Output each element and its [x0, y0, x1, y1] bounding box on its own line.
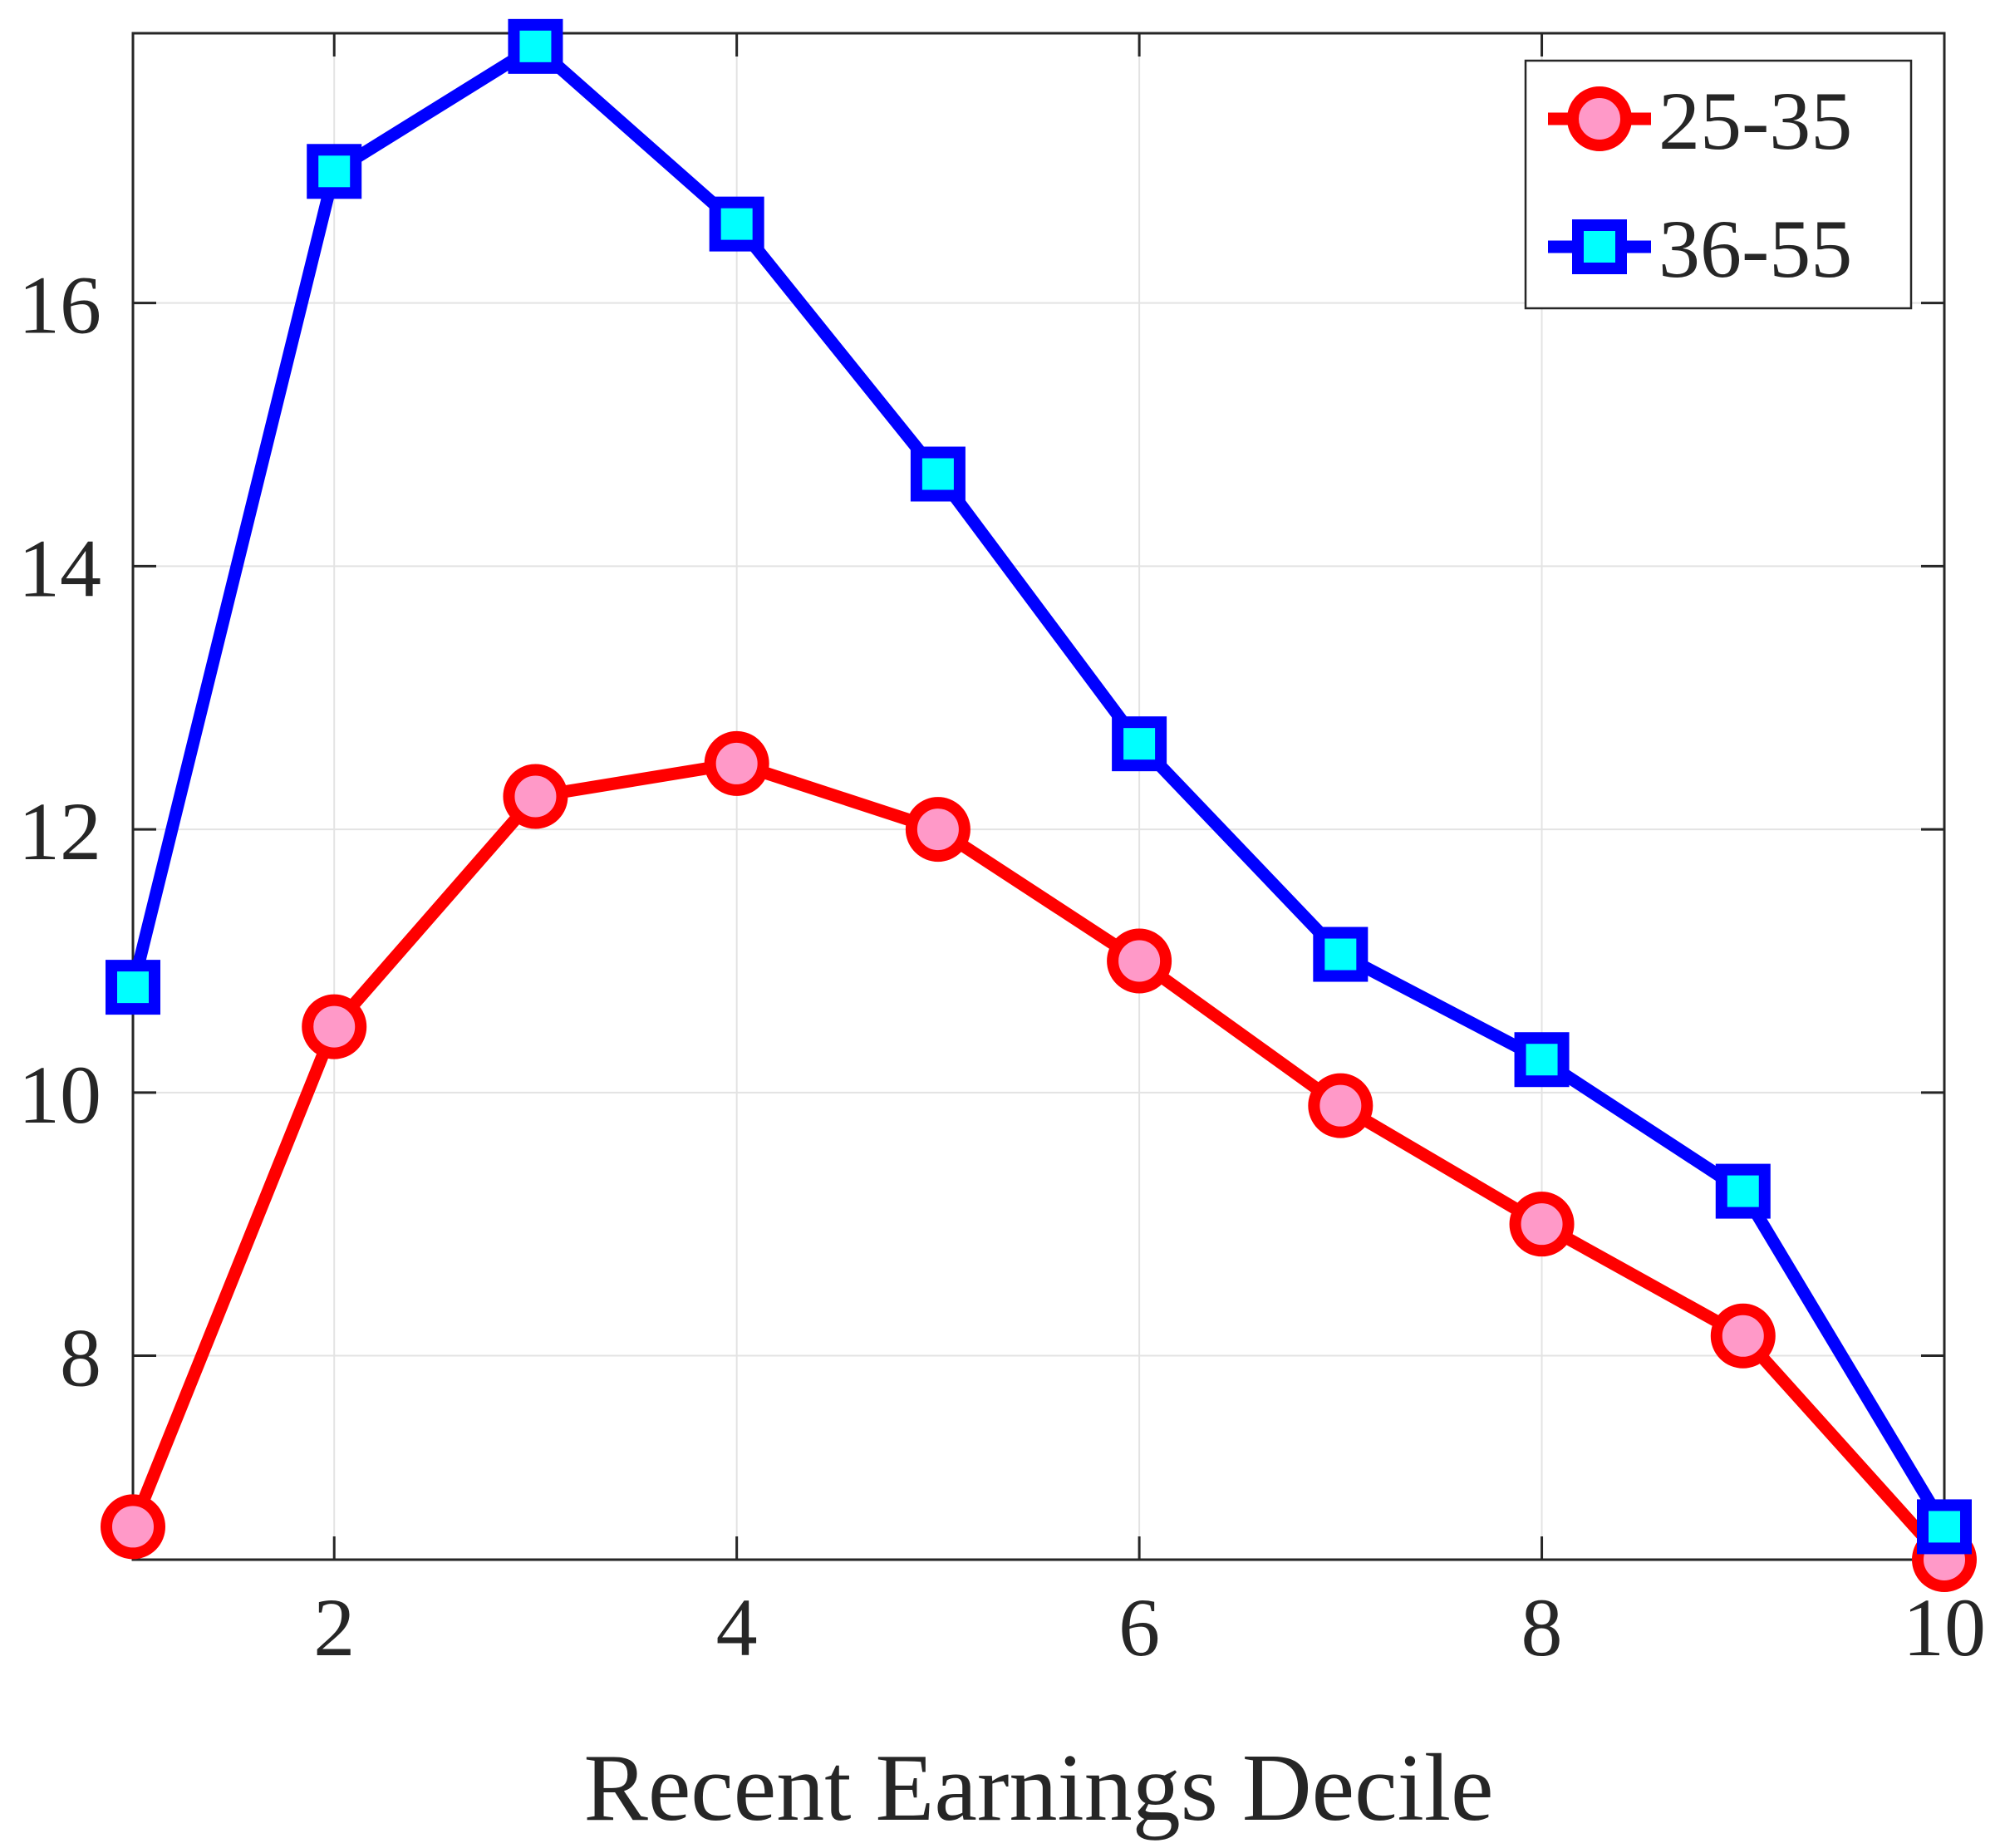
series-25-35	[101, 730, 1977, 1592]
data-point	[1710, 1303, 1776, 1369]
y-tick-label: 14	[18, 522, 101, 614]
x-axis-title: Recent Earnings Decile	[583, 1735, 1493, 1841]
data-point	[101, 1494, 165, 1560]
plot-area-frame	[131, 32, 1946, 1561]
data-point	[1715, 1163, 1771, 1219]
axis-ticks: 2 4 6 8 10 8 10 12 14 16	[18, 33, 1986, 1674]
series-layer	[101, 18, 1977, 1592]
data-point	[508, 18, 563, 74]
data-point	[709, 196, 764, 252]
data-point	[704, 730, 769, 796]
y-tick-label: 10	[18, 1049, 101, 1141]
data-point	[1509, 1192, 1575, 1257]
data-point	[1514, 1032, 1570, 1088]
series-line	[127, 757, 1949, 1565]
series-line	[126, 38, 1950, 1531]
y-tick-label: 16	[18, 259, 101, 351]
data-point	[106, 960, 160, 1015]
legend-label: 36-55	[1658, 203, 1852, 295]
x-tick-label: 6	[1118, 1581, 1160, 1674]
data-point	[1107, 928, 1172, 994]
data-point	[503, 764, 568, 829]
x-tick-label: 8	[1521, 1581, 1563, 1674]
x-tick-label: 10	[1903, 1581, 1986, 1674]
y-tick-label: 8	[60, 1312, 101, 1404]
data-point	[1313, 926, 1369, 982]
legend-marker	[1572, 219, 1627, 274]
data-point	[307, 144, 362, 199]
data-point	[302, 994, 367, 1059]
x-tick-label: 2	[313, 1581, 355, 1674]
data-point	[1308, 1073, 1373, 1138]
legend-entry: 25-35	[1548, 75, 1852, 167]
data-point	[910, 446, 966, 502]
series-36-55	[106, 18, 1972, 1555]
legend-label: 25-35	[1658, 75, 1852, 167]
x-tick-label: 4	[716, 1581, 758, 1674]
data-point	[1917, 1499, 1972, 1555]
legend-entry: 36-55	[1548, 203, 1852, 295]
data-point	[1112, 716, 1167, 772]
legend-marker	[1567, 86, 1632, 151]
legend: 25-35 36-55	[1524, 59, 1913, 310]
data-point	[905, 797, 971, 863]
y-tick-label: 12	[18, 785, 101, 877]
